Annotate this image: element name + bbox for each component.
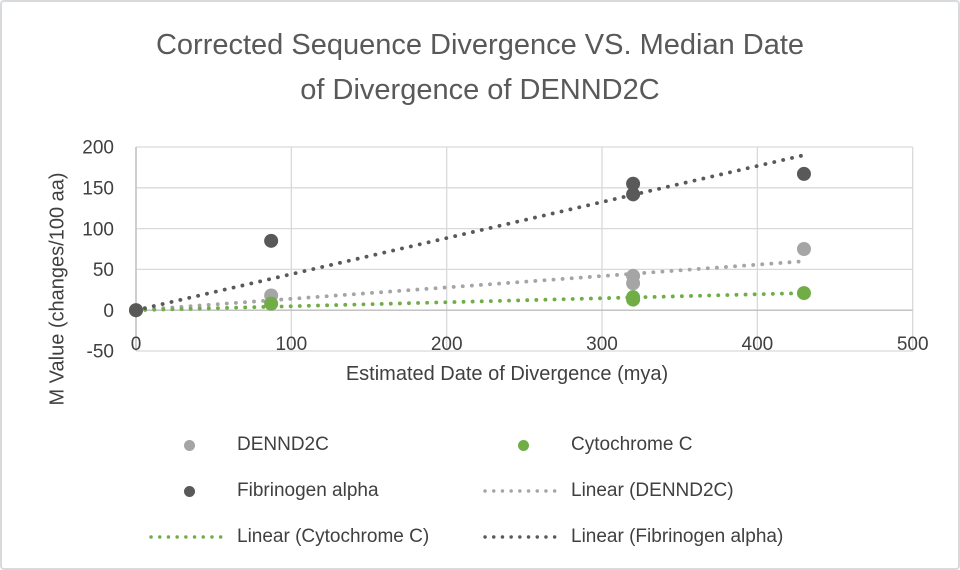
chart-title-line1: Corrected Sequence Divergence VS. Median… xyxy=(155,29,805,61)
scatter-point xyxy=(626,290,641,305)
legend-label: Cytochrome C xyxy=(571,434,693,455)
legend-item: Linear (Fibrinogen alpha) xyxy=(482,514,783,560)
legend-marker-dot xyxy=(148,439,230,451)
plot-area: 0 100 200 300 400 500 -50 0 50 100 150 200 xyxy=(82,138,929,363)
legend-label: Fibrinogen alpha xyxy=(237,480,379,501)
x-tick-label: 200 xyxy=(431,334,463,355)
scatter-point xyxy=(796,286,811,301)
trendline xyxy=(134,153,806,313)
y-tick-label: 200 xyxy=(82,138,114,159)
legend-dot-icon xyxy=(517,439,529,451)
chart-title: Corrected Sequence Divergence VS. Median… xyxy=(2,23,958,113)
legend-marker-line xyxy=(482,533,564,541)
legend: DENND2C Cytochrome C Fibrinogen alpha Linea… xyxy=(148,422,783,560)
legend-item: Cytochrome C xyxy=(482,422,783,468)
legend-dot-icon xyxy=(183,485,195,497)
scatter-point xyxy=(264,233,279,248)
legend-marker-dot xyxy=(148,485,230,497)
x-tick-label: 400 xyxy=(742,334,774,355)
scatter-point xyxy=(796,166,811,181)
legend-label: Linear (DENND2C) xyxy=(571,480,734,501)
y-tick-label: -50 xyxy=(87,342,114,363)
y-tick-label: 50 xyxy=(93,260,114,281)
scatter-point xyxy=(796,242,811,256)
x-tick-label: 100 xyxy=(275,334,307,355)
legend-marker-line xyxy=(482,487,564,495)
trendline xyxy=(134,259,806,313)
x-axis-title: Estimated Date of Divergence (mya) xyxy=(345,363,669,385)
legend-label: DENND2C xyxy=(237,434,329,455)
legend-marker-line xyxy=(148,533,230,541)
scatter-point xyxy=(129,303,143,318)
legend-dotted-line-icon xyxy=(149,535,229,539)
y-tick-label: 150 xyxy=(82,178,114,199)
x-tick-label: 500 xyxy=(897,334,929,355)
legend-item: DENND2C xyxy=(148,422,482,468)
legend-label: Linear (Cytochrome C) xyxy=(237,526,430,547)
legend-dotted-line-icon xyxy=(483,489,563,493)
trendline xyxy=(134,291,806,313)
scatter-point xyxy=(626,176,641,191)
legend-item: Linear (DENND2C) xyxy=(482,468,783,514)
legend-dot-icon xyxy=(183,439,195,451)
y-tick-label: 100 xyxy=(82,219,114,240)
y-tick-label: 0 xyxy=(103,301,114,322)
scatter-point xyxy=(626,268,641,283)
scatter-point xyxy=(626,187,641,202)
x-tick-label: 0 xyxy=(131,334,142,355)
legend-marker-dot xyxy=(482,439,564,451)
scatter-point xyxy=(264,296,279,311)
x-tick-label: 300 xyxy=(586,334,618,355)
chart-title-line2: of Divergence of DENND2C xyxy=(300,74,660,106)
legend-item: Linear (Cytochrome C) xyxy=(148,514,482,560)
legend-dotted-line-icon xyxy=(483,535,563,539)
legend-item: Fibrinogen alpha xyxy=(148,468,482,514)
legend-label: Linear (Fibrinogen alpha) xyxy=(571,526,784,547)
